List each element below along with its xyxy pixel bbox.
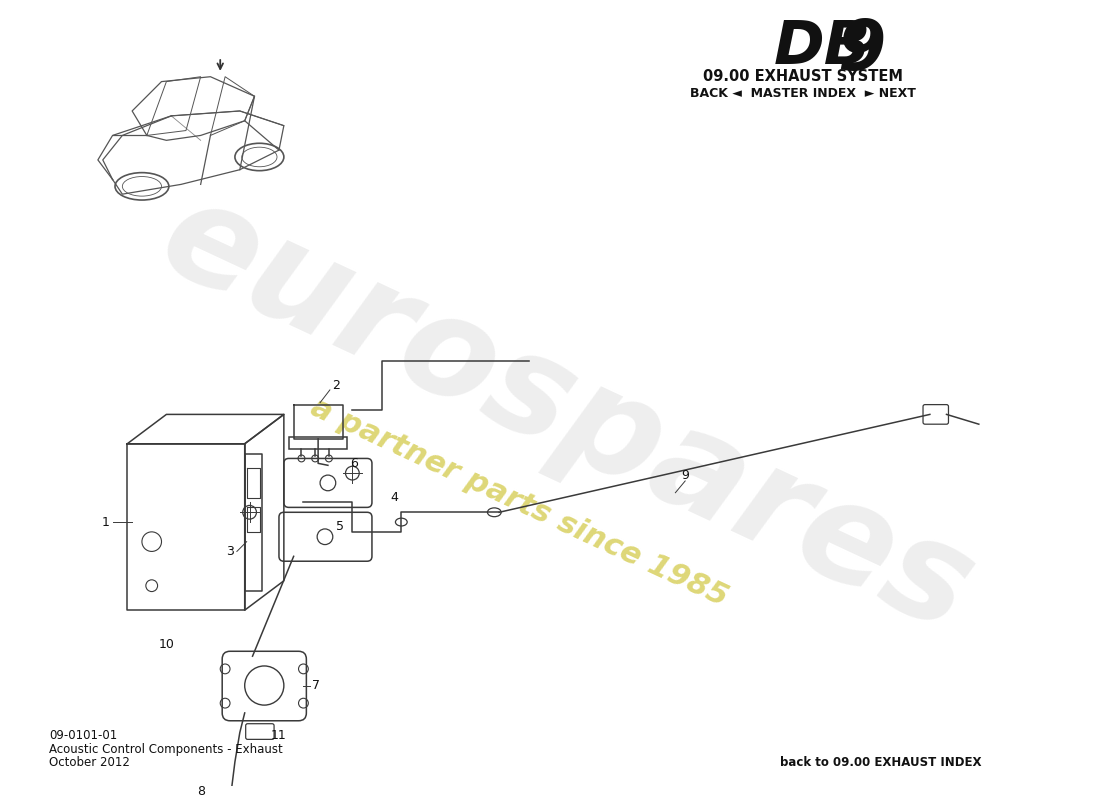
Text: October 2012: October 2012 — [48, 756, 130, 770]
Text: 4: 4 — [390, 491, 398, 504]
Text: 09.00 EXHAUST SYSTEM: 09.00 EXHAUST SYSTEM — [703, 70, 903, 84]
Text: DB: DB — [773, 18, 870, 77]
Text: 5: 5 — [336, 521, 343, 534]
Text: 11: 11 — [271, 729, 287, 742]
Text: BACK ◄  MASTER INDEX  ► NEXT: BACK ◄ MASTER INDEX ► NEXT — [690, 87, 915, 100]
Text: 6: 6 — [351, 457, 359, 470]
Text: 10: 10 — [158, 638, 174, 651]
Text: 09-0101-01: 09-0101-01 — [48, 729, 118, 742]
Text: eurospares: eurospares — [141, 168, 994, 661]
Text: 7: 7 — [312, 679, 320, 692]
Text: 9: 9 — [837, 17, 886, 84]
Text: 1: 1 — [102, 515, 110, 529]
Text: 2: 2 — [332, 378, 340, 391]
Text: 8: 8 — [197, 785, 205, 798]
Text: a partner parts since 1985: a partner parts since 1985 — [306, 393, 732, 612]
Text: 3: 3 — [227, 545, 234, 558]
Bar — [289, 437, 348, 449]
Text: 9: 9 — [681, 469, 689, 482]
Text: Acoustic Control Components - Exhaust: Acoustic Control Components - Exhaust — [48, 742, 283, 756]
Text: back to 09.00 EXHAUST INDEX: back to 09.00 EXHAUST INDEX — [780, 756, 981, 770]
